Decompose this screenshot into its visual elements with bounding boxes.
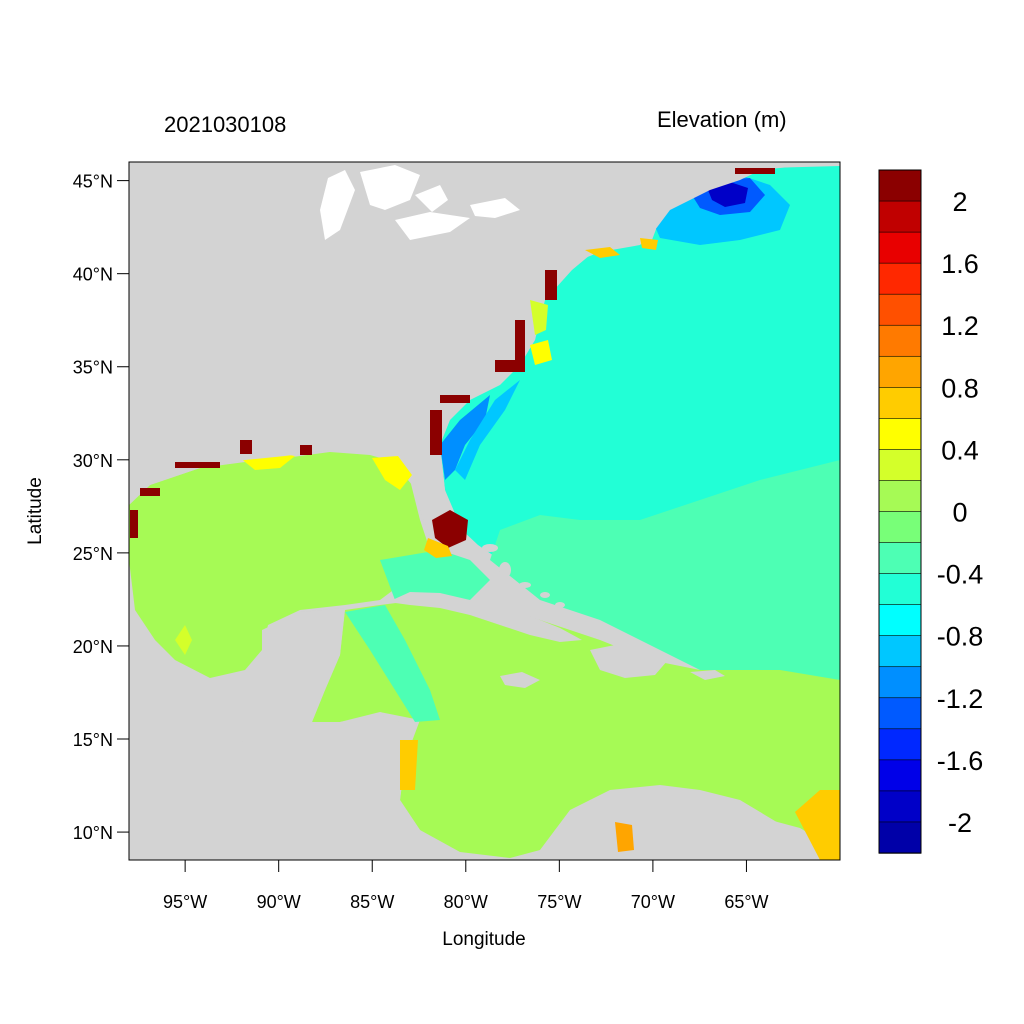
lon-tick-label: 95°W <box>163 892 207 912</box>
latitude-axis: 45°N 40°N 35°N 30°N 25°N 20°N 15°N 10°N <box>73 172 129 843</box>
yucatan-landmass <box>255 608 345 725</box>
colorbar-swatch <box>878 324 922 357</box>
honduras-coast-high <box>400 740 418 790</box>
colorbar-swatch <box>878 728 922 761</box>
colorbar-swatch <box>878 262 922 295</box>
colorbar-label: -0.4 <box>937 560 984 590</box>
colorbar-swatch <box>878 821 922 854</box>
colorbar-label: 1.2 <box>941 311 979 341</box>
lat-tick-label: 30°N <box>73 451 113 471</box>
straits-transition <box>380 550 490 605</box>
date-stamp: 2021030108 <box>164 112 287 137</box>
gulf-of-maine-deepest <box>708 182 748 207</box>
lat-tick-label: 15°N <box>73 730 113 750</box>
colorbar-label: 0.8 <box>941 373 979 403</box>
colorbar-swatch <box>878 511 922 544</box>
colorbar-swatch <box>878 697 922 730</box>
lon-tick-label: 75°W <box>537 892 581 912</box>
colorbar-swatch <box>878 231 922 264</box>
colorbar-label: 0.4 <box>941 435 979 465</box>
colorbar-label: 1.6 <box>941 249 979 279</box>
puerto-rico-landmass <box>690 670 725 680</box>
map-plot-area <box>129 162 840 860</box>
hispaniola-landmass <box>590 645 668 678</box>
colorbar-swatch <box>878 604 922 637</box>
colorbar-frame <box>878 169 922 854</box>
colorbar-swatch <box>878 355 922 389</box>
jamaica-landmass <box>500 672 540 688</box>
colorbar-swatch <box>878 293 922 326</box>
colorbar-label: 0 <box>952 498 967 528</box>
southeast-coast-mid-low <box>455 380 520 480</box>
colorbar-swatch <box>878 200 922 233</box>
lon-tick-label: 70°W <box>631 892 675 912</box>
big-bend-high <box>372 456 412 490</box>
lake-maracaibo-high <box>615 822 634 852</box>
colorbar-label: 2 <box>952 187 967 217</box>
yucatan-transition <box>345 605 440 722</box>
y-axis-title: Latitude <box>25 477 46 545</box>
variable-title: Elevation (m) <box>657 107 787 132</box>
southeast-coast-low <box>440 395 490 480</box>
north-america-landmass <box>129 162 840 505</box>
atlantic-shelf-transition <box>490 460 840 680</box>
lat-tick-label: 40°N <box>73 265 113 285</box>
colorbar: 2 1.6 1.2 0.8 0.4 0 -0.4 -0.8 -1.2 -1.6 -2 <box>878 169 984 854</box>
lon-tick-label: 90°W <box>257 892 301 912</box>
mexico-bay-anomaly <box>175 625 192 655</box>
colorbar-swatch <box>878 542 922 575</box>
coastal-surge-points <box>130 168 775 538</box>
colorbar-swatch <box>878 418 922 451</box>
colorbar-swatch <box>878 666 922 699</box>
lon-tick-label: 65°W <box>724 892 768 912</box>
map-frame <box>128 161 841 861</box>
florida-bay-high <box>424 538 452 558</box>
lat-tick-label: 10°N <box>73 823 113 843</box>
chesapeake-high <box>530 300 548 335</box>
south-america-landmass <box>540 788 840 860</box>
x-axis-title: Longitude <box>442 929 525 950</box>
colorbar-label: -2 <box>948 808 972 838</box>
south-florida-surge <box>432 510 468 548</box>
colorbar-swatch <box>878 573 922 606</box>
colorbar-label: -0.8 <box>937 622 984 652</box>
lon-tick-label: 85°W <box>350 892 394 912</box>
longitude-axis: 95°W 90°W 85°W 80°W 75°W 70°W 65°W <box>163 860 769 912</box>
colorbar-swatch <box>878 759 922 792</box>
lon-tick-label: 80°W <box>444 892 488 912</box>
colorbar-swatch <box>878 790 922 823</box>
southeast-corner-high <box>795 790 840 860</box>
colorbar-label: -1.6 <box>937 746 984 776</box>
lat-tick-label: 45°N <box>73 172 113 192</box>
caribbean-sea-field <box>312 600 840 860</box>
cuba-landmass <box>388 592 582 642</box>
bahamas-islands <box>482 544 565 608</box>
colorbar-swatch <box>878 635 922 668</box>
pamlico-high <box>530 340 552 365</box>
long-island-high <box>585 247 620 258</box>
colorbar-swatch <box>878 387 922 420</box>
great-lakes <box>320 165 520 240</box>
lat-tick-label: 25°N <box>73 544 113 564</box>
colorbar-swatch <box>878 169 922 202</box>
central-america-landmass <box>129 715 440 860</box>
lat-tick-label: 20°N <box>73 637 113 657</box>
lat-tick-label: 35°N <box>73 358 113 378</box>
colorbar-swatch <box>878 449 922 482</box>
cape-cod-high <box>640 238 658 250</box>
colorbar-label: -1.2 <box>937 684 984 714</box>
gulf-of-mexico-field <box>129 452 430 678</box>
colorbar-swatch <box>878 480 922 513</box>
